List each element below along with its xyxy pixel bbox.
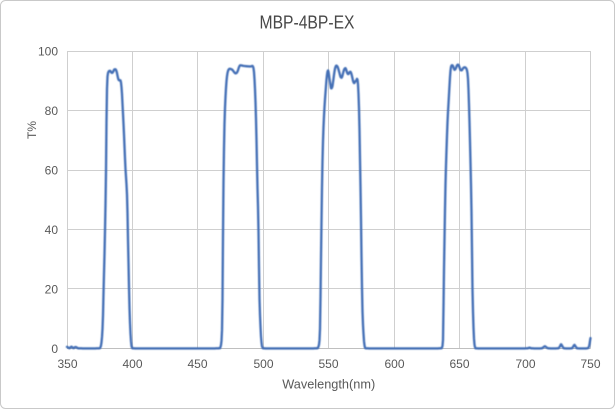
svg-text:750: 750 <box>580 357 600 371</box>
svg-text:700: 700 <box>515 357 535 371</box>
svg-text:450: 450 <box>187 357 207 371</box>
svg-text:350: 350 <box>57 357 77 371</box>
svg-text:600: 600 <box>384 357 404 371</box>
svg-text:500: 500 <box>253 357 273 371</box>
svg-text:400: 400 <box>122 357 142 371</box>
svg-text:MBP-4BP-EX: MBP-4BP-EX <box>260 13 355 33</box>
svg-text:T%: T% <box>25 121 39 139</box>
svg-text:Wavelength(nm): Wavelength(nm) <box>282 376 375 391</box>
svg-text:40: 40 <box>45 223 59 237</box>
svg-text:650: 650 <box>449 357 469 371</box>
svg-text:0: 0 <box>51 342 58 356</box>
svg-text:60: 60 <box>45 163 59 177</box>
svg-text:20: 20 <box>45 282 59 296</box>
svg-text:100: 100 <box>38 44 58 58</box>
svg-text:80: 80 <box>45 104 59 118</box>
svg-text:550: 550 <box>318 357 338 371</box>
